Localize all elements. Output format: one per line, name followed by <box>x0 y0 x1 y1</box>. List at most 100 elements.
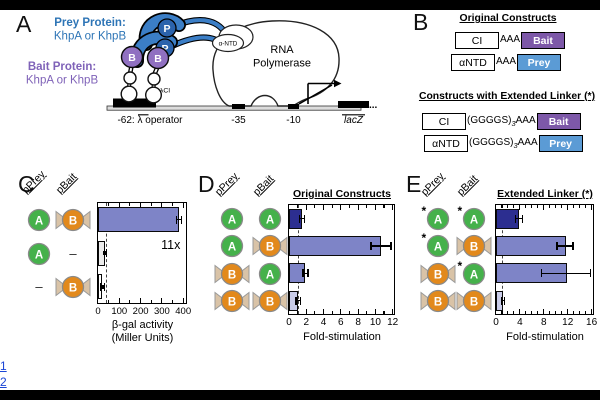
prey-protein-subtitle: KhpA or KhpB <box>54 31 127 43</box>
prey-khpa-icon: A <box>213 232 251 260</box>
prey-khpb-icon: B <box>213 287 251 315</box>
axis-tick-bottom <box>374 309 376 315</box>
axis-tick-bottom <box>513 311 515 315</box>
axis-tick-top <box>323 205 325 210</box>
axis-tick-bottom <box>297 311 299 315</box>
axis-tick-top <box>519 205 521 210</box>
fold-annotation: 11x <box>161 238 181 253</box>
error-bar-cap <box>299 296 301 305</box>
error-bar <box>501 300 505 302</box>
antd-oval <box>211 33 245 53</box>
axis-tick-bottom <box>591 309 593 315</box>
x-axis-label-2: (Miller Units) <box>111 332 174 344</box>
column-header-pbait: pBait <box>454 172 481 199</box>
svg-text:B: B <box>69 282 77 294</box>
bait-khpa-icon: A * <box>455 259 493 288</box>
axis-tick-top <box>537 205 539 209</box>
footnote-link-2[interactable]: 2 <box>0 375 7 389</box>
rnap-label-line2: Polymerase <box>253 58 311 70</box>
error-bar-cap <box>298 214 301 223</box>
error-bar-cap <box>175 215 178 224</box>
axis-tick-label: 300 <box>153 306 170 318</box>
svg-text:A: A <box>228 242 236 254</box>
error-bar-cap <box>307 269 309 278</box>
ci-box: CI <box>422 113 466 130</box>
error-bar <box>515 217 523 220</box>
chart-title: Extended Linker (*) <box>497 188 593 200</box>
axis-tick-bottom <box>172 300 174 304</box>
axis-tick-top <box>374 205 376 210</box>
column-header-pprey: pPrey <box>212 170 241 199</box>
axis-tick-top <box>567 205 569 210</box>
plot-area: 0 2 4 6 8 10 12 <box>286 204 398 328</box>
panel-e-chart: E Extended Linker (*) pPrey pBait 0 4 8 12 16 A *… <box>406 170 600 382</box>
error-bar-cap <box>295 296 297 305</box>
axis-tick-top <box>314 205 316 209</box>
prey-p-letter2: P <box>161 43 168 55</box>
axis-tick-bottom <box>555 311 557 315</box>
axis-tick-top <box>585 205 587 209</box>
axis-tick-label: 8 <box>541 317 547 329</box>
linker-text: (GGGGS)3AAA <box>467 115 536 128</box>
bait-protein-title: Bait Protein: <box>28 61 96 73</box>
prey-protein-title: Prey Protein: <box>54 17 126 29</box>
axis-tick-bottom <box>519 309 521 315</box>
error-bar <box>176 219 182 221</box>
axis-tick-label: 12 <box>562 317 574 329</box>
chart-title: Original Constructs <box>292 188 391 200</box>
axis-tick-top <box>525 205 527 209</box>
axis-tick-top <box>555 205 557 209</box>
bait-khpb-icon: B <box>455 287 493 315</box>
svg-text:B: B <box>266 296 274 308</box>
axis-tick-top <box>340 205 342 210</box>
axis-tick-bottom <box>305 309 307 315</box>
footnote-link-1[interactable]: 1 <box>0 359 7 373</box>
axis-tick-top <box>357 205 359 210</box>
bait-tag: Bait <box>536 113 581 130</box>
axis-tick-bottom <box>567 309 569 315</box>
axis-tick-top <box>573 205 575 209</box>
axis-tick-label: 400 <box>175 306 192 318</box>
axis-tick-top <box>297 205 299 209</box>
x-axis-label: Fold-stimulation <box>303 331 381 343</box>
panel-a-label: A <box>16 11 32 37</box>
svg-text:*: * <box>422 205 427 218</box>
axis-tick-label: 2 <box>303 317 310 329</box>
baseline-dashed-line <box>501 205 503 315</box>
prey-p-letter1: P <box>163 23 170 35</box>
error-bar-cap <box>302 269 304 278</box>
axis-tick-bottom <box>383 311 385 315</box>
prey-tag: Prey <box>517 54 562 71</box>
axis-tick-bottom <box>182 298 184 304</box>
svg-text:A: A <box>434 214 442 226</box>
axis-tick-label: 100 <box>111 306 128 318</box>
lambda-operator-box <box>113 98 156 108</box>
error-bar-cap <box>390 242 392 251</box>
axis-tick-label: 16 <box>586 317 598 329</box>
axis-tick-top <box>108 203 110 207</box>
rnap-label-line1: RNA <box>270 44 294 56</box>
axis-tick-bottom <box>537 311 539 315</box>
svg-text:A: A <box>228 214 236 226</box>
axis-tick-bottom <box>340 309 342 315</box>
error-bar-cap <box>572 242 574 251</box>
axis-tick-bottom <box>501 311 503 315</box>
axis-tick-top <box>305 205 307 210</box>
axis-tick-bottom <box>561 311 563 315</box>
axis-tick-bottom <box>108 300 110 304</box>
original-constructs-header: Original Constructs <box>459 13 557 24</box>
construct-row: αNTD (GGGGS)3AAA Prey <box>424 134 583 153</box>
linker-text: AAA <box>496 56 517 67</box>
axis-tick-top <box>182 203 184 208</box>
axis-tick-bottom <box>129 300 131 304</box>
error-bar <box>541 272 591 275</box>
bait-protein-subtitle: KhpA or KhpB <box>26 75 99 87</box>
dna-ellipsis: ... <box>369 100 378 111</box>
bait-khpb-icon: B <box>455 232 493 260</box>
antd-box: αNTD <box>451 54 495 71</box>
bait-b-circle1 <box>120 45 144 69</box>
prey-tag: Prey <box>538 135 583 152</box>
svg-text:*: * <box>458 205 463 218</box>
x-axis-label: β-gal activity <box>111 319 174 331</box>
data-bar <box>98 207 179 233</box>
